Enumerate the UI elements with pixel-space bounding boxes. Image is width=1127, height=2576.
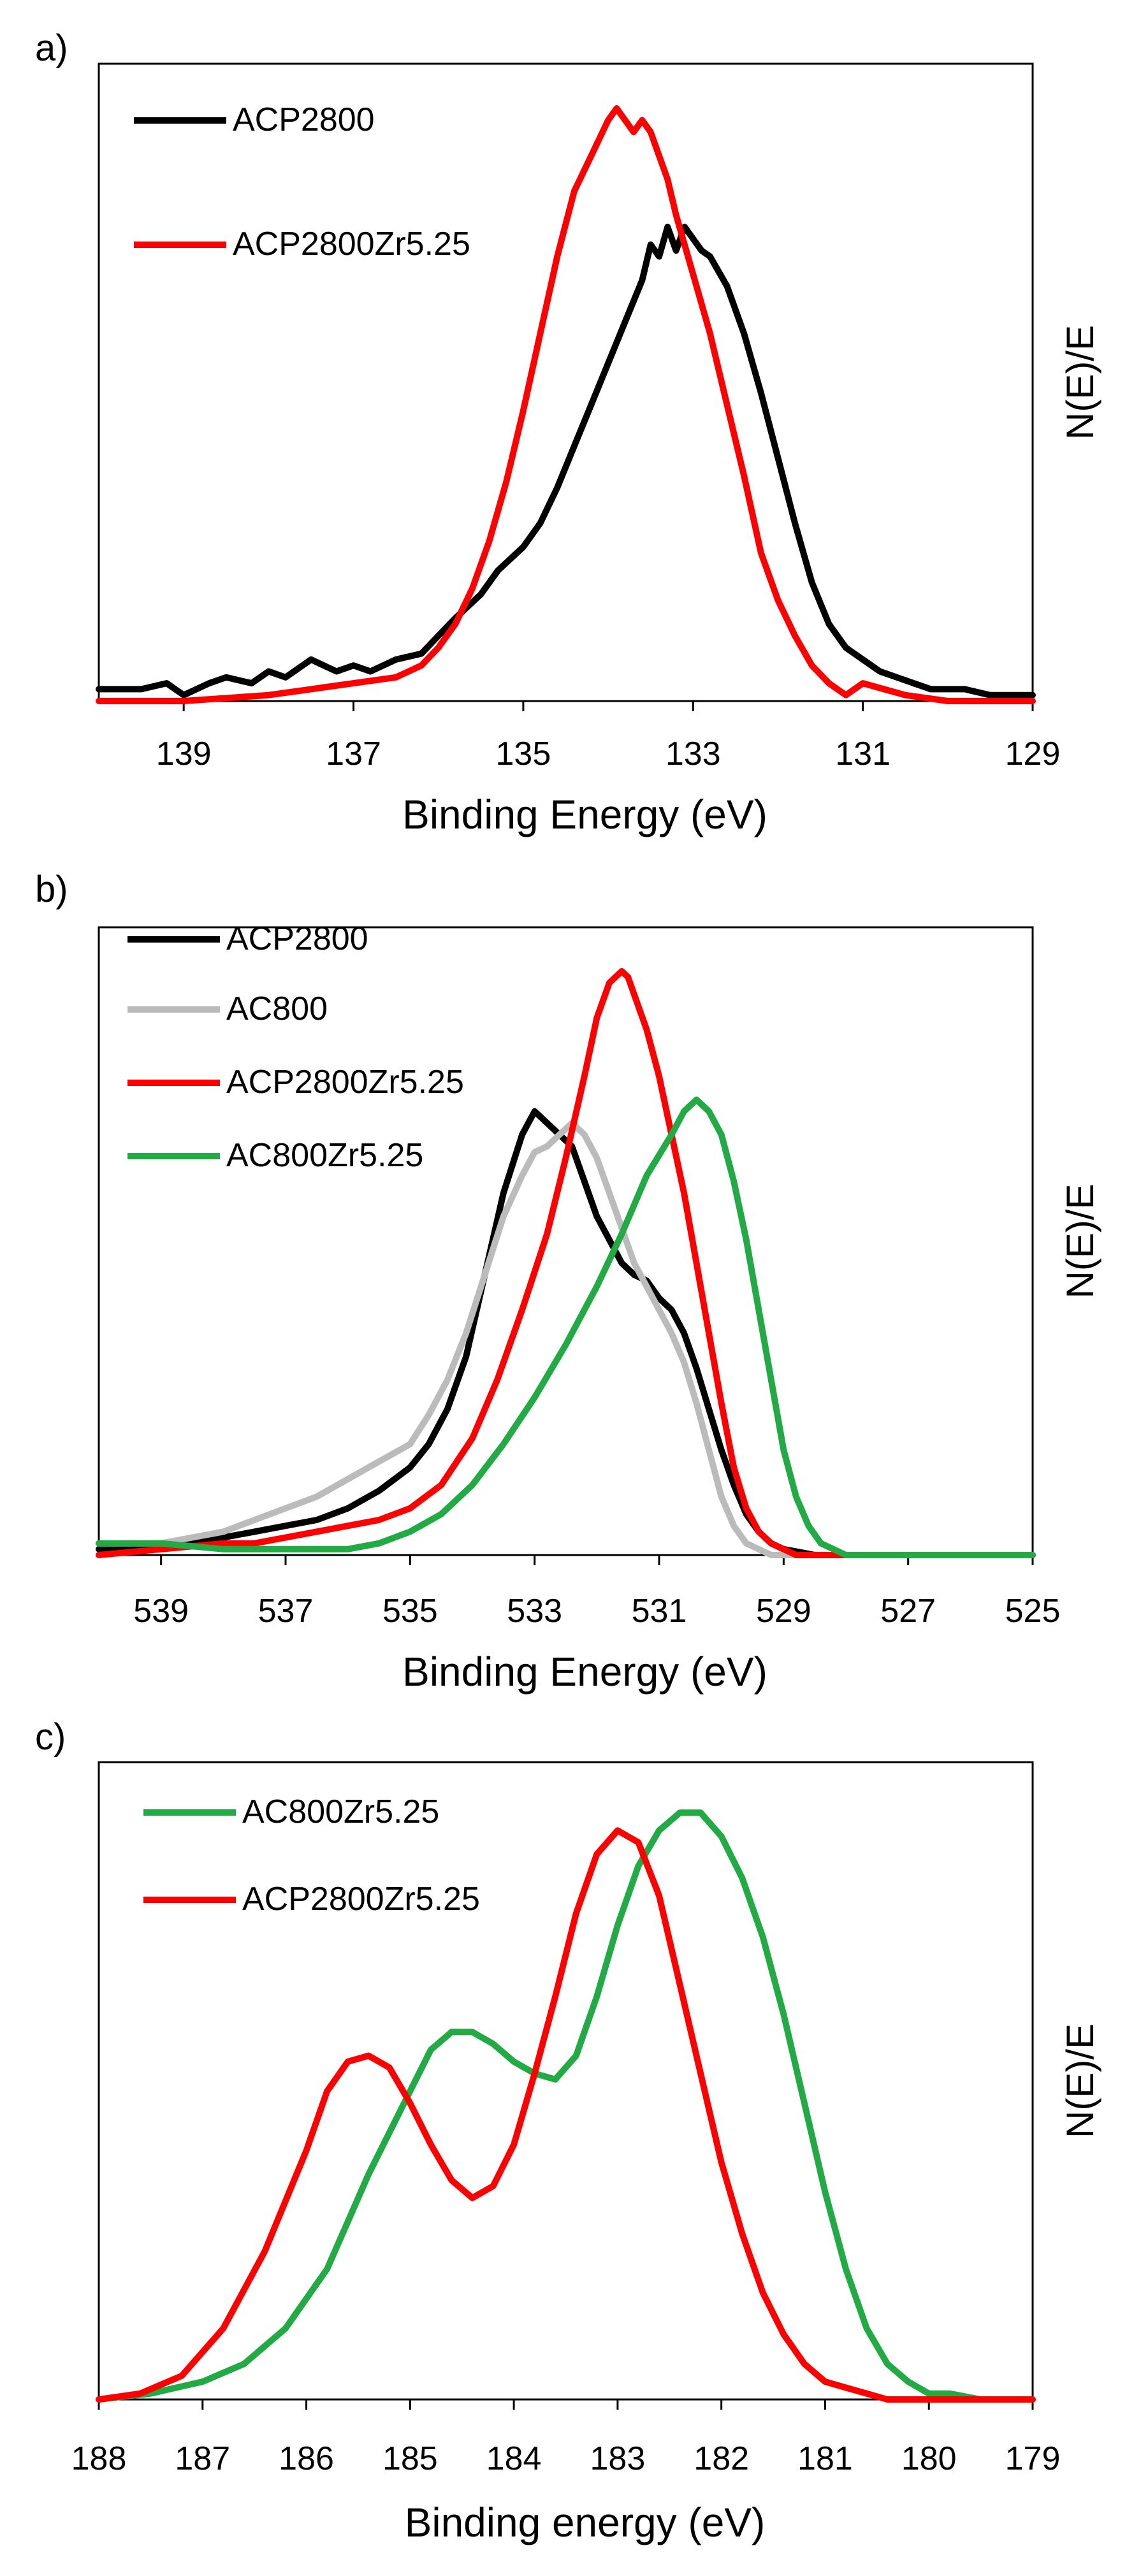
x-tick-label: 186 [279,2440,334,2477]
x-tick-label: 185 [382,2440,438,2477]
panel-a: a) 139 137 135 133 131 129 Binding Energy (eV) N… [35,27,1102,837]
x-axis-label: Binding energy (eV) [405,2500,766,2545]
x-tick-label: 539 [133,1593,189,1630]
legend-label: ACP2800 [226,920,368,957]
plot-frame [98,62,1034,702]
x-tick-label: 131 [835,735,891,772]
x-axis-label: Binding Energy (eV) [402,1649,767,1695]
panel-letter: c) [35,1716,66,1758]
series-line-acp2800 [96,224,1036,698]
x-tick-label: 527 [880,1593,936,1630]
x-tick-label: 135 [496,735,551,772]
series-line-ac800zr5-25 [96,1096,1036,1558]
x-tick-label: 529 [756,1593,811,1630]
x-tick-label: 531 [632,1593,687,1630]
plot-frame [98,926,1034,1556]
x-tick-label: 183 [590,2440,646,2477]
panel-letter: a) [35,27,68,69]
y-axis-label: N(E)/E [1059,325,1102,440]
panel-c: c) 188 187 186 185 184 183 182 181 180 179 Binding … [35,1716,1102,2545]
x-tick-label: 535 [382,1593,438,1630]
legend-label: ACP2800Zr5.25 [233,226,470,263]
x-tick-label: 537 [258,1593,314,1630]
series-line-ac800zr5-25 [96,1809,1036,2403]
series-line-acp2800zr5-25 [96,1827,1036,2403]
legend-label: ACP2800 [233,101,375,138]
x-tick-label: 533 [507,1593,562,1630]
x-tick-label: 182 [694,2440,749,2477]
series-line-acp2800zr5-25 [96,105,1036,704]
series-line-ac800 [96,1120,1036,1558]
legend-label: AC800Zr5.25 [242,1793,439,1830]
legend-label: ACP2800Zr5.25 [242,1881,480,1918]
x-tick-label: 137 [326,735,381,772]
x-tick-label: 187 [175,2440,230,2477]
x-tick-label: 180 [901,2440,957,2477]
x-tick-label: 525 [1005,1593,1061,1630]
x-tick-label: 179 [1005,2440,1061,2477]
series-line-acp2800zr5-25 [96,967,1036,1558]
y-axis-label: N(E)/E [1059,2023,1102,2138]
panel-b: b) 539 537 535 533 531 529 527 525 Binding Energy… [35,869,1102,1695]
series-line-acp2800 [96,1108,1036,1558]
x-tick-label: 133 [665,735,721,772]
legend-label: AC800Zr5.25 [226,1137,423,1174]
legend-label: AC800 [226,990,328,1027]
x-axis-label: Binding Energy (eV) [402,792,767,837]
x-tick-label: 139 [156,735,212,772]
x-tick-label: 188 [71,2440,127,2477]
x-tick-label: 184 [486,2440,542,2477]
y-axis-label: N(E)/E [1059,1184,1102,1299]
legend-label: ACP2800Zr5.25 [226,1064,464,1101]
plot-frame [98,1761,1034,2401]
x-tick-label: 129 [1005,735,1061,772]
panel-letter: b) [35,869,68,910]
x-tick-label: 181 [797,2440,853,2477]
